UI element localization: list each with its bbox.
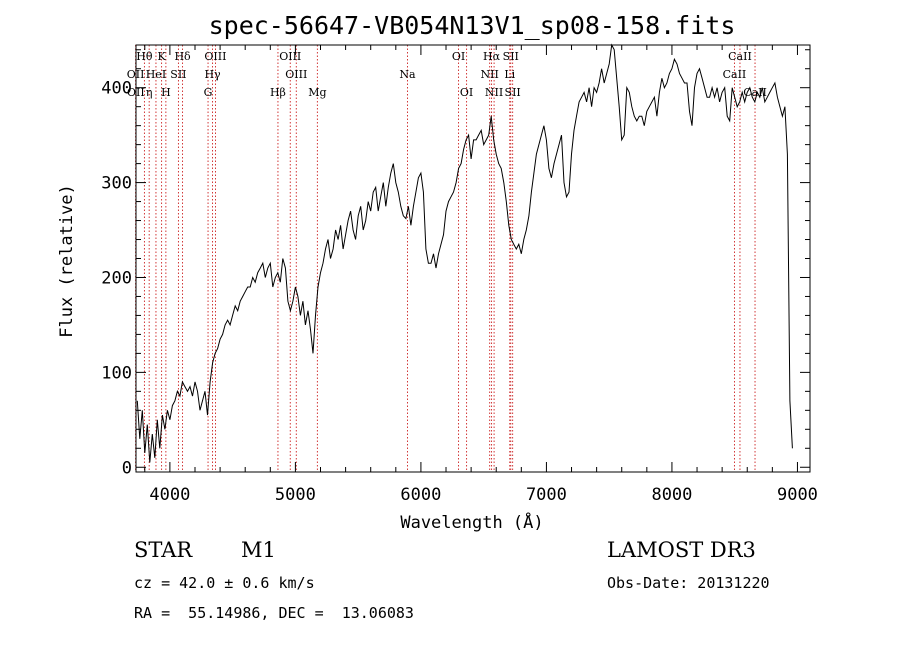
spectral-line-markers bbox=[135, 45, 756, 472]
redshift-readout: cz = 42.0 ± 0.6 km/s bbox=[134, 574, 315, 592]
line-label-10: Hγ bbox=[204, 68, 221, 81]
line-label-20: SII bbox=[503, 50, 519, 63]
line-label-25: CaII bbox=[728, 50, 752, 63]
line-label-5: HeI bbox=[146, 68, 166, 81]
line-label-7: Hδ bbox=[174, 50, 191, 63]
line-label-19: Hα bbox=[483, 50, 501, 63]
line-label-21: NII bbox=[481, 68, 499, 81]
x-tick-label-2: 6000 bbox=[400, 485, 441, 505]
object-class: STAR bbox=[134, 538, 193, 562]
x-tick-label-0: 4000 bbox=[149, 485, 190, 505]
chart-title: spec-56647-VB054N13V1_sp08-158.fits bbox=[209, 11, 736, 40]
x-tick-label-3: 7000 bbox=[526, 485, 567, 505]
line-label-17: OI bbox=[452, 50, 465, 63]
y-axis-label: Flux (relative) bbox=[57, 184, 77, 338]
line-label-15: Mg bbox=[308, 86, 326, 99]
object-subclass: M1 bbox=[241, 538, 276, 562]
line-label-4: K bbox=[157, 50, 166, 63]
y-tick-label-4: 400 bbox=[101, 79, 132, 99]
plot-frame bbox=[135, 44, 811, 473]
line-label-22: Li bbox=[504, 68, 515, 81]
line-label-24: SII bbox=[505, 86, 521, 99]
survey-name: LAMOST DR3 bbox=[607, 538, 756, 562]
x-axis-label: Wavelength (Å) bbox=[400, 511, 543, 533]
observation-date: Obs-Date: 20131220 bbox=[607, 574, 770, 592]
coordinates-readout: RA = 55.14986, DEC = 13.06083 bbox=[134, 604, 414, 622]
y-tick-label-2: 200 bbox=[101, 268, 132, 288]
line-label-23: NII bbox=[485, 86, 503, 99]
line-label-0: Hθ bbox=[136, 50, 153, 63]
line-label-8: SII bbox=[170, 68, 186, 81]
x-tick-label-1: 5000 bbox=[275, 485, 316, 505]
y-tick-label-3: 300 bbox=[101, 174, 132, 194]
x-tick-label-5: 9000 bbox=[777, 485, 818, 505]
line-label-9: OIII bbox=[204, 50, 226, 63]
x-tick-label-4: 8000 bbox=[651, 485, 692, 505]
line-label-13: OIII bbox=[285, 68, 307, 81]
y-axis-ticks: 0 100 200 300 400 bbox=[101, 49, 810, 478]
x-axis-ticks: 4000 5000 6000 7000 8000 9000 bbox=[144, 45, 818, 505]
line-label-26: CaII bbox=[723, 68, 747, 81]
line-label-18: OI bbox=[460, 86, 473, 99]
y-tick-label-0: 0 bbox=[122, 458, 132, 478]
line-label-3: η bbox=[146, 86, 153, 99]
line-label-11: G bbox=[204, 86, 213, 99]
line-label-6: H bbox=[161, 86, 171, 99]
line-label-16: Na bbox=[399, 68, 416, 81]
line-label-14: Hβ bbox=[270, 86, 286, 99]
y-tick-label-1: 100 bbox=[101, 363, 132, 383]
spectrum-line bbox=[136, 43, 793, 463]
line-label-12: OIII bbox=[279, 50, 301, 63]
